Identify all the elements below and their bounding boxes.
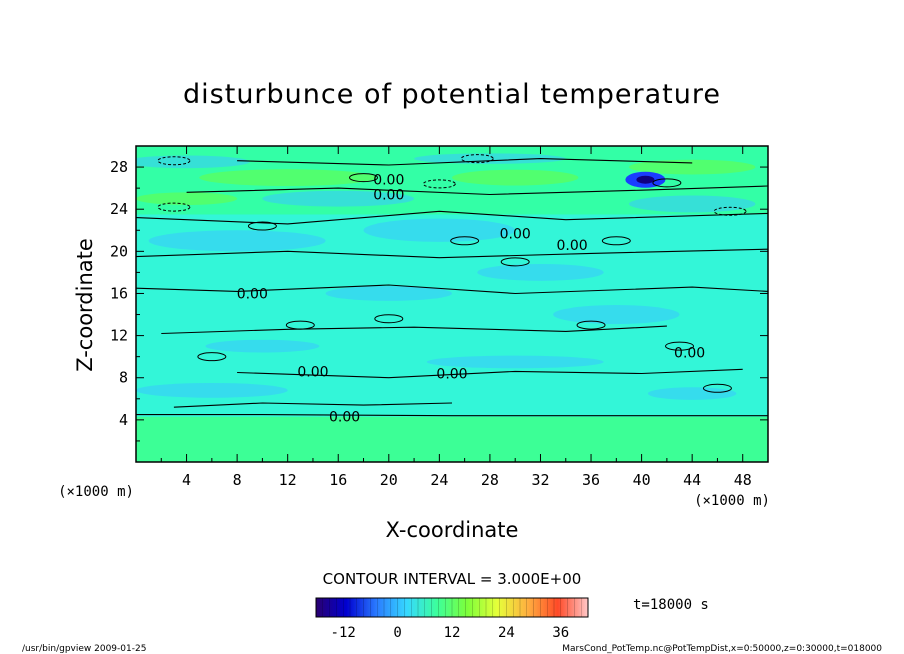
colorbar-tick-label: -12 bbox=[331, 625, 356, 641]
positive-patch bbox=[199, 169, 377, 187]
footer-left: /usr/bin/gpview 2009-01-25 bbox=[22, 644, 146, 654]
contour-line bbox=[186, 185, 768, 196]
contour-interval: CONTOUR INTERVAL = 3.000E+00 bbox=[323, 570, 582, 588]
x-tick-label: 32 bbox=[531, 471, 549, 489]
contour-negative bbox=[713, 206, 747, 216]
y-axis: 4 8 12 16 20 24 28 bbox=[110, 158, 768, 442]
negative-patch bbox=[262, 190, 415, 207]
y-tick-label: 20 bbox=[110, 242, 128, 260]
contour-line bbox=[237, 368, 743, 379]
contour-label: 0.00 bbox=[373, 173, 404, 189]
negative-patch bbox=[148, 230, 326, 252]
x-tick-label: 24 bbox=[430, 471, 448, 489]
colorbar-frame bbox=[315, 597, 589, 618]
x-tick-label: 12 bbox=[279, 471, 297, 489]
colorbar-tick-label: 0 bbox=[393, 625, 401, 641]
contour-label: 0.00 bbox=[436, 367, 467, 383]
y-tick-label: 24 bbox=[110, 200, 128, 218]
colorbar: -12 0 12 24 36 bbox=[315, 597, 589, 641]
contour-line bbox=[237, 158, 693, 166]
contour-negative bbox=[157, 202, 191, 212]
y-tick-label: 28 bbox=[110, 158, 128, 176]
x-tick-label: 16 bbox=[329, 471, 347, 489]
negative-patch bbox=[325, 286, 452, 301]
contour-line bbox=[136, 210, 768, 225]
contour-line bbox=[161, 325, 667, 335]
y-axis-label: Z-coordinate bbox=[73, 238, 97, 372]
colorbar-tick-label: 12 bbox=[444, 625, 461, 641]
contour-loop bbox=[576, 320, 606, 330]
contour-loop bbox=[702, 383, 732, 393]
contour-loop bbox=[652, 178, 682, 188]
colorbar-tick-label: 24 bbox=[498, 625, 515, 641]
negative-patch bbox=[414, 153, 566, 164]
x-tick-label: 8 bbox=[233, 471, 242, 489]
footer-right: MarsCond_PotTemp.nc@PotTempDist,x=0:5000… bbox=[562, 644, 882, 654]
contour-loop bbox=[450, 236, 480, 246]
contour-label: 0.00 bbox=[297, 364, 328, 380]
negative-patch bbox=[426, 355, 604, 369]
positive-patch bbox=[136, 192, 238, 205]
negative-patch bbox=[136, 155, 250, 169]
x-unit-right: (×1000 m) bbox=[694, 493, 770, 509]
contour-negative bbox=[157, 156, 191, 166]
positive-patch bbox=[452, 169, 579, 186]
contour-loop bbox=[285, 320, 315, 330]
x-axis: 4 8 12 16 20 24 28 32 36 40 44 48 bbox=[160, 146, 752, 489]
x-tick-label: 36 bbox=[582, 471, 600, 489]
negative-core bbox=[636, 175, 655, 184]
contour-line bbox=[136, 284, 768, 295]
contour-label: 0.00 bbox=[556, 238, 587, 254]
contour-negative bbox=[422, 179, 456, 189]
contour-label: 0.00 bbox=[500, 226, 531, 242]
y-tick-label: 12 bbox=[110, 327, 128, 345]
contour-label: 0.00 bbox=[329, 410, 360, 426]
contour-loop bbox=[601, 236, 631, 246]
contour-negative bbox=[460, 154, 494, 164]
negative-patch bbox=[628, 195, 756, 213]
y-tick-label: 8 bbox=[119, 369, 128, 387]
contour-label: 0.00 bbox=[373, 187, 404, 203]
x-unit-left: (×1000 m) bbox=[58, 484, 134, 500]
x-tick-label: 40 bbox=[633, 471, 651, 489]
contour-loop bbox=[374, 314, 404, 324]
negative-patch bbox=[553, 305, 680, 325]
chart-title: disturbunce of potential temperature bbox=[183, 79, 721, 110]
contour-loop bbox=[500, 257, 530, 267]
plot-area: 0.000.00 0.000.000.000.000.000.000.00 bbox=[136, 146, 768, 462]
colorbar-fill bbox=[316, 598, 588, 617]
contour-loop bbox=[349, 173, 379, 183]
positive-patch bbox=[628, 159, 756, 175]
colorbar-tick-label: 36 bbox=[552, 625, 569, 641]
contour-loop bbox=[665, 341, 695, 351]
negative-patch bbox=[205, 339, 320, 353]
x-axis-label: X-coordinate bbox=[386, 518, 519, 542]
contour-label: 0.00 bbox=[674, 345, 705, 361]
y-tick-label: 16 bbox=[110, 284, 128, 302]
contour-label: 0.00 bbox=[237, 286, 268, 302]
contour-line bbox=[136, 414, 768, 417]
x-tick-label: 28 bbox=[481, 471, 499, 489]
contour-line bbox=[173, 402, 453, 408]
x-tick-label: 48 bbox=[734, 471, 752, 489]
time-label: t=18000 s bbox=[633, 597, 709, 613]
field-band bbox=[136, 416, 768, 462]
contour-line bbox=[136, 248, 768, 259]
y-tick-label: 4 bbox=[119, 411, 128, 429]
x-tick-label: 4 bbox=[182, 471, 191, 489]
negative-patch bbox=[647, 387, 737, 400]
negative-patch bbox=[363, 218, 516, 242]
contour-loop bbox=[197, 352, 227, 362]
x-tick-label: 44 bbox=[683, 471, 701, 489]
contour-loop bbox=[247, 221, 277, 231]
negative-patch bbox=[477, 263, 604, 281]
negative-patch bbox=[136, 383, 288, 398]
x-tick-label: 20 bbox=[380, 471, 398, 489]
plot-frame bbox=[135, 145, 769, 463]
